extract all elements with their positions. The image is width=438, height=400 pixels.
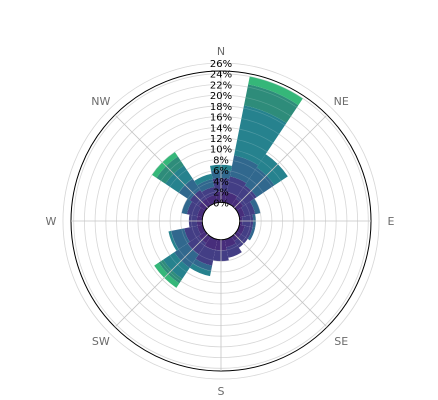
wind-bar-segment: [249, 198, 261, 215]
wind-bar-segment: [236, 207, 245, 218]
wind-bar-segment: [241, 201, 256, 217]
spoke-line: [114, 233, 209, 328]
direction-label-nw: NW: [91, 95, 110, 108]
wind-bar-segment: [236, 224, 245, 235]
chart-labels: N NE E SE S SW W NW 0%2%4%6%8%10%12%14%16%18%20%…: [46, 45, 395, 398]
spoke-line: [114, 114, 209, 209]
wind-bar-segment: [241, 225, 253, 239]
wind-bar-segment: [201, 186, 216, 199]
direction-label-se: SE: [334, 335, 348, 348]
spoke-line: [233, 114, 328, 209]
wind-bar-segment: [197, 178, 215, 193]
wind-bar-segment: [192, 258, 213, 271]
wind-bar-segment: [204, 236, 218, 250]
wind-bar-segment: [247, 227, 256, 241]
radial-tick-label: 24%: [210, 70, 232, 81]
grid-circle: [62, 62, 380, 380]
radial-tick-label: 4%: [213, 177, 229, 188]
direction-label-n: N: [217, 45, 225, 58]
wind-bar-segment: [224, 236, 236, 248]
radial-tick-label: 14%: [210, 123, 232, 134]
wind-bar-segment: [194, 173, 213, 186]
wind-bar-segment: [189, 263, 212, 277]
radial-tick-label: 20%: [210, 91, 232, 102]
bar-gridline: [62, 62, 380, 380]
radial-tick-label: 26%: [210, 59, 232, 70]
direction-label-w: W: [46, 215, 57, 228]
wind-bar-segment: [168, 230, 179, 251]
wind-bar-segment: [224, 192, 238, 206]
spoke-line: [233, 233, 328, 328]
wind-bar-segment: [186, 201, 201, 217]
radial-tick-label: 12%: [210, 134, 232, 145]
wind-bar-segment: [195, 245, 216, 266]
wind-bar-segment: [243, 84, 299, 124]
direction-label-s: S: [218, 385, 225, 398]
wind-bar-segment: [184, 225, 201, 242]
direction-label-e: E: [388, 215, 395, 228]
radial-tick-label: 6%: [213, 166, 229, 177]
wind-bar-segment: [197, 224, 206, 235]
radial-tick-label: 16%: [210, 113, 232, 124]
wind-bar-segment: [229, 155, 259, 184]
radial-tick-label: 0%: [213, 198, 229, 209]
radial-tick-label: 8%: [213, 155, 229, 166]
radial-tick-label: 2%: [213, 188, 229, 199]
direction-spokes: [71, 71, 371, 371]
radial-tick-label: 10%: [210, 145, 232, 156]
wind-bar-segment: [206, 194, 218, 206]
direction-label-sw: SW: [92, 335, 110, 348]
radial-tick-label: 22%: [210, 80, 232, 91]
wind-bar-segment: [181, 198, 193, 215]
wind-bar-segment: [171, 228, 190, 250]
wind-bar-segment: [248, 76, 303, 106]
radial-tick-label: 18%: [210, 102, 232, 113]
direction-label-ne: NE: [334, 95, 349, 108]
wind-bar-segment: [234, 105, 287, 166]
wind-bar-segment: [226, 176, 247, 197]
wind-bar-segment: [226, 243, 242, 258]
wind-bar-segment: [197, 207, 206, 218]
